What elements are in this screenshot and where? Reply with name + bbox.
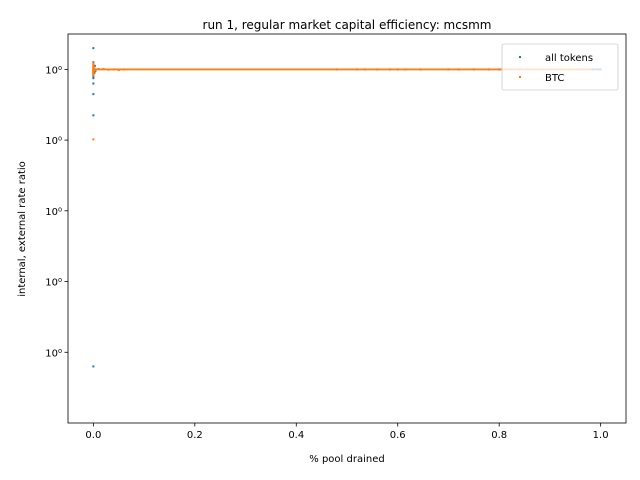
legend-marker-btc	[519, 76, 521, 78]
data-point	[92, 73, 95, 76]
data-point	[93, 67, 96, 70]
data-point	[92, 138, 95, 141]
y-axis: 10⁰ 10⁰ 10⁰ 10⁰ 10⁰	[45, 65, 68, 359]
data-point	[92, 64, 95, 67]
x-axis-label: % pool drained	[309, 454, 384, 465]
data-point	[97, 68, 100, 71]
chart-title: run 1, regular market capital efficiency…	[203, 18, 492, 32]
data-point	[93, 64, 96, 67]
data-point	[93, 69, 96, 72]
x-tick-label: 0.4	[288, 430, 304, 441]
x-tick-label: 0.0	[85, 430, 101, 441]
y-tick-label: 10⁰	[45, 278, 62, 289]
x-tick-label: 0.8	[491, 430, 507, 441]
legend-label-all-tokens: all tokens	[545, 53, 593, 64]
data-point	[92, 114, 95, 117]
data-point	[92, 68, 95, 71]
y-tick-label: 10⁰	[45, 136, 62, 147]
data-point	[92, 71, 95, 74]
data-point	[92, 93, 95, 96]
legend-marker-all-tokens	[519, 56, 521, 58]
x-tick-label: 1.0	[593, 430, 609, 441]
data-point	[117, 69, 120, 72]
y-tick-label: 10⁰	[45, 207, 62, 218]
data-point	[94, 68, 97, 71]
data-point	[122, 68, 125, 71]
data-point	[92, 77, 95, 80]
plot-frame	[67, 33, 627, 424]
data-point	[92, 70, 95, 73]
x-tick-label: 0.2	[187, 430, 203, 441]
x-axis: 0.0 0.2 0.4 0.6 0.8 1.0	[85, 423, 609, 441]
legend-label-btc: BTC	[545, 73, 564, 84]
data-point	[92, 365, 95, 368]
data-point	[92, 82, 95, 85]
data-point	[92, 47, 95, 50]
data-point	[92, 66, 95, 69]
data-point	[107, 68, 110, 71]
data-point	[102, 68, 105, 71]
legend: all tokens BTC	[501, 43, 619, 91]
legend-frame	[501, 43, 619, 91]
y-tick-label: 10⁰	[45, 65, 62, 76]
data-point	[92, 67, 95, 70]
y-tick-label: 10⁰	[45, 348, 62, 359]
x-tick-label: 0.6	[390, 430, 406, 441]
data-point	[112, 68, 115, 71]
y-axis-label: internal, external rate ratio	[17, 161, 28, 297]
